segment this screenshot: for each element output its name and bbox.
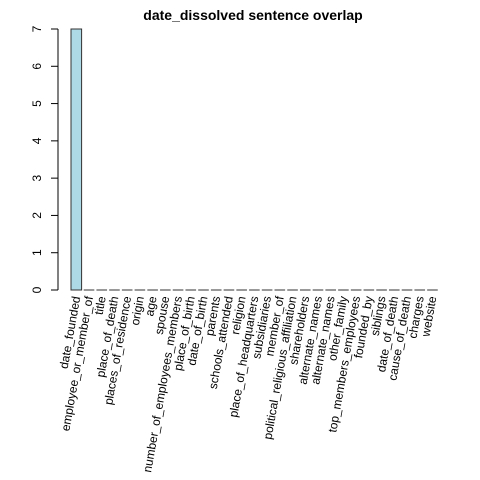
y-tick-label: 1 bbox=[30, 249, 44, 256]
x-category-label: spouse bbox=[152, 295, 173, 336]
category-labels: date_foundedemployee_or_member_oftitlepl… bbox=[57, 294, 440, 473]
x-category-label: age bbox=[142, 295, 159, 317]
y-axis: 0 1 2 3 4 5 6 7 bbox=[30, 25, 59, 293]
bar bbox=[70, 28, 83, 291]
y-tick-label: 2 bbox=[30, 212, 44, 219]
x-category-label: title bbox=[92, 295, 109, 316]
y-tick-label: 6 bbox=[30, 63, 44, 70]
y-tick-label: 4 bbox=[30, 137, 44, 144]
chart-title: date_dissolved sentence overlap bbox=[143, 7, 362, 23]
y-tick-label: 7 bbox=[30, 25, 44, 32]
x-category-label: religion bbox=[228, 295, 249, 336]
y-tick-label: 5 bbox=[30, 100, 44, 107]
x-category-label: origin bbox=[128, 295, 147, 326]
y-tick-label: 0 bbox=[30, 286, 44, 293]
y-tick-label: 3 bbox=[30, 174, 44, 181]
bars bbox=[70, 28, 438, 291]
x-category-label: siblings bbox=[368, 295, 389, 337]
x-category-label: parents bbox=[202, 295, 223, 337]
